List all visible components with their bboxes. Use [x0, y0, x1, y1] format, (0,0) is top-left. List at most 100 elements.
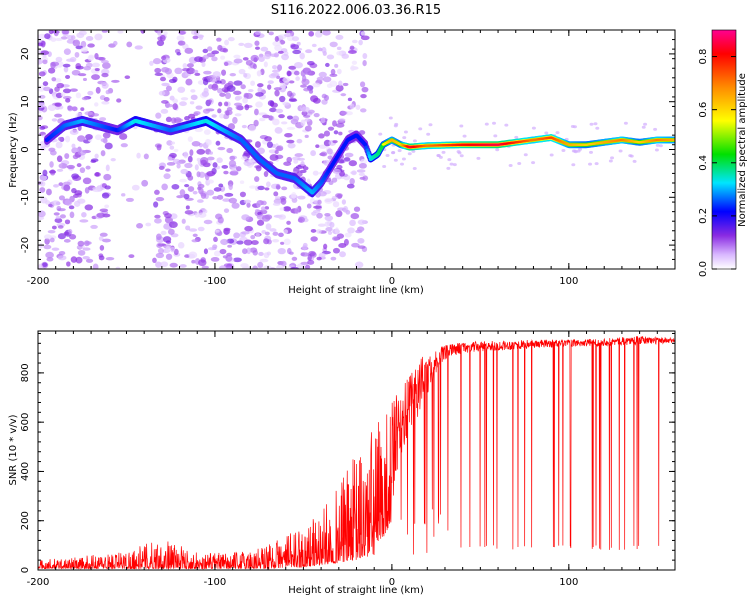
heatmap-noise-blob [57, 233, 66, 240]
heatmap-noise-blob [304, 134, 309, 139]
heatmap-noise-blob [71, 147, 79, 153]
heatmap-noise-blob [57, 255, 67, 261]
heatmap-noise-blob [211, 114, 217, 118]
heatmap-noise-blob [357, 238, 365, 244]
heatmap-noise-blob [197, 212, 207, 218]
heatmap-noise-blob [165, 116, 172, 123]
heatmap-noise-blob [73, 200, 81, 207]
heatmap-noise-blob [66, 164, 75, 170]
heatmap-noise-blob [42, 59, 48, 65]
heatmap-noise-blob [286, 126, 296, 130]
heatmap-noise-blob [255, 46, 260, 50]
heatmap-noise-blob [194, 164, 199, 171]
heatmap-noise-blob [63, 231, 70, 235]
heatmap-noise-blob [55, 37, 63, 42]
heatmap-noise-blob [154, 67, 162, 74]
heatmap-noise-blob [300, 84, 307, 88]
heatmap-noise-blob [219, 113, 225, 119]
heatmap-noise-blob [318, 71, 327, 78]
heatmap-noise-blob [155, 112, 162, 119]
heatmap-noise-blob [128, 254, 135, 258]
heatmap-noise-blob [54, 113, 63, 118]
heatmap-noise-blob [184, 184, 190, 188]
heatmap-noise-blob [263, 53, 271, 60]
heatmap-noise-blob [358, 172, 365, 176]
heatmap-noise-blob [113, 40, 118, 46]
heatmap-noise-blob [165, 246, 171, 253]
heatmap-noise-blob [265, 223, 272, 230]
heatmap-noise-blob [349, 178, 355, 185]
heatmap-noise-blob [64, 153, 70, 160]
heatmap-noise-blob [77, 240, 85, 247]
heatmap-noise-blob [80, 40, 87, 48]
heatmap-noise-blob [275, 108, 284, 114]
heatmap-noise-blob [223, 170, 229, 175]
heatmap-noise-blob [207, 99, 213, 104]
heatmap-noise-blob [163, 173, 171, 180]
heatmap-noise-blob [244, 92, 253, 100]
heatmap-noise-blob [514, 135, 519, 139]
heatmap-noise-blob [44, 33, 51, 40]
heatmap-noise-blob [223, 61, 229, 67]
heatmap-noise-blob [178, 30, 186, 35]
heatmap-noise-blob [283, 161, 292, 166]
heatmap-noise-blob [271, 69, 281, 73]
heatmap-noise-blob [324, 215, 334, 222]
heatmap-noise-blob [190, 30, 200, 36]
heatmap-noise-blob [347, 227, 355, 234]
colorbar-tick-label: 0.0 [698, 261, 709, 277]
heatmap-noise-blob [299, 52, 305, 60]
heatmap-noise-blob [50, 61, 56, 69]
heatmap-noise-blob [476, 156, 481, 160]
heatmap-noise-blob [69, 56, 77, 63]
heatmap-noise-blob [286, 115, 293, 120]
heatmap-noise-blob [354, 261, 364, 269]
heatmap-noise-blob [155, 261, 162, 268]
heatmap-noise-blob [50, 150, 57, 156]
heatmap-noise-blob [47, 230, 56, 234]
heatmap-noise-blob [274, 44, 282, 52]
heatmap-noise-blob [238, 68, 246, 75]
heatmap-noise-blob [43, 86, 51, 92]
heatmap-noise-blob [203, 248, 208, 255]
heatmap-noise-blob [246, 247, 252, 255]
heatmap-noise-blob [40, 146, 46, 151]
heatmap-noise-blob [407, 152, 412, 156]
heatmap-noise-blob [277, 64, 283, 71]
heatmap-noise-blob [94, 172, 100, 177]
heatmap-noise-blob [351, 170, 357, 176]
heatmap-noise-blob [176, 163, 181, 169]
heatmap-noise-blob [105, 164, 110, 172]
heatmap-noise-blob [255, 101, 263, 108]
heatmap-noise-blob [166, 140, 173, 146]
heatmap-noise-blob [272, 238, 280, 243]
heatmap-noise-blob [202, 78, 209, 86]
heatmap-noise-blob [353, 206, 361, 212]
heatmap-noise-blob [340, 111, 348, 115]
heatmap-noise-blob [77, 249, 86, 256]
heatmap-noise-blob [184, 210, 194, 215]
heatmap-noise-blob [179, 264, 187, 268]
heatmap-noise-blob [310, 236, 318, 242]
heatmap-noise-blob [252, 265, 259, 269]
heatmap-noise-blob [125, 197, 134, 202]
heatmap-noise-blob [180, 97, 189, 101]
heatmap-noise-blob [152, 58, 162, 65]
heatmap-noise-blob [287, 90, 293, 97]
heatmap-noise-blob [452, 163, 457, 167]
heatmap-noise-blob [56, 82, 65, 89]
y-tick-label: 800 [20, 363, 31, 382]
heatmap-noise-blob [632, 159, 637, 163]
heatmap-noise-blob [225, 92, 232, 100]
heatmap-noise-blob [48, 170, 57, 174]
heatmap-noise-blob [318, 252, 326, 259]
heatmap-noise-blob [311, 43, 317, 48]
heatmap-noise-blob [332, 247, 340, 254]
heatmap-noise-blob [394, 122, 399, 126]
heatmap-noise-blob [272, 65, 278, 70]
heatmap-noise-blob [38, 71, 46, 77]
heatmap-noise-blob [594, 162, 599, 166]
heatmap-noise-blob [357, 219, 366, 225]
heatmap-noise-blob [69, 234, 77, 240]
heatmap-noise-blob [176, 160, 182, 165]
